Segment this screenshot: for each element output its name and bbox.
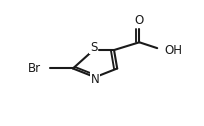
Text: S: S	[90, 41, 97, 54]
Text: N: N	[91, 73, 99, 86]
Text: O: O	[135, 14, 144, 27]
Text: OH: OH	[165, 44, 183, 57]
Text: Br: Br	[27, 62, 41, 75]
